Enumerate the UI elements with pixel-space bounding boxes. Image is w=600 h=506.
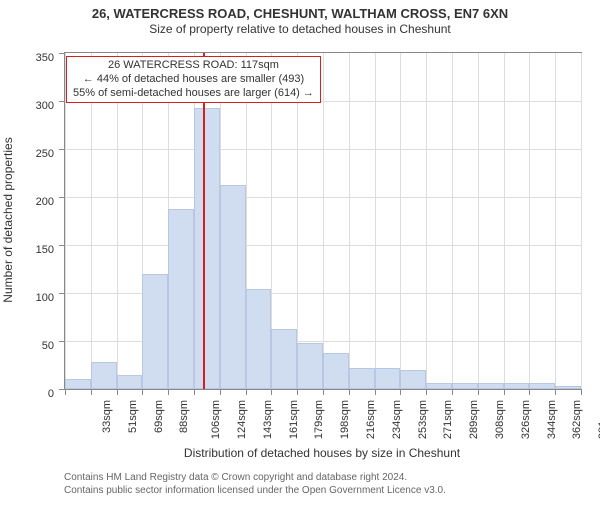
gridline-v	[117, 53, 118, 389]
xtick-mark	[529, 389, 530, 395]
histogram-bar	[555, 386, 581, 389]
gridline-v	[529, 53, 530, 389]
xtick-mark	[65, 389, 66, 395]
gridline-v	[297, 53, 298, 389]
histogram-bar	[91, 362, 117, 389]
annotation-line: 26 WATERCRESS ROAD: 117sqm	[73, 59, 314, 73]
xtick-mark	[452, 389, 453, 395]
histogram-bar	[117, 375, 143, 389]
xtick-mark	[400, 389, 401, 395]
gridline-v	[452, 53, 453, 389]
gridline-v	[478, 53, 479, 389]
histogram-bar	[504, 383, 530, 389]
annotation-line: ← 44% of detached houses are smaller (49…	[73, 73, 314, 87]
xtick-mark	[581, 389, 582, 395]
xtick-label: 143sqm	[262, 400, 274, 439]
xtick-mark	[323, 389, 324, 395]
xtick-mark	[478, 389, 479, 395]
gridline-v	[400, 53, 401, 389]
xtick-label: 33sqm	[101, 400, 113, 433]
xtick-label: 69sqm	[153, 400, 165, 433]
gridline-v	[65, 53, 66, 389]
x-axis-label: Distribution of detached houses by size …	[64, 446, 580, 460]
xtick-label: 253sqm	[417, 400, 429, 439]
xtick-label: 234sqm	[391, 400, 403, 439]
xtick-mark	[297, 389, 298, 395]
annotation-line: 55% of semi-detached houses are larger (…	[73, 87, 314, 101]
annotation-box: 26 WATERCRESS ROAD: 117sqm← 44% of detac…	[66, 56, 321, 103]
xtick-mark	[426, 389, 427, 395]
xtick-mark	[555, 389, 556, 395]
xtick-mark	[168, 389, 169, 395]
xtick-mark	[504, 389, 505, 395]
xtick-mark	[194, 389, 195, 395]
gridline-v	[555, 53, 556, 389]
gridline-v	[323, 53, 324, 389]
histogram-bar	[297, 343, 323, 389]
footer-attribution: Contains HM Land Registry data © Crown c…	[64, 472, 446, 497]
gridline-v	[426, 53, 427, 389]
histogram-bar	[246, 289, 272, 389]
page-subtitle: Size of property relative to detached ho…	[0, 22, 600, 36]
histogram-bar	[168, 209, 194, 389]
xtick-mark	[246, 389, 247, 395]
histogram-bar	[220, 185, 246, 389]
xtick-label: 161sqm	[288, 400, 300, 439]
gridline-v	[581, 53, 582, 389]
xtick-mark	[117, 389, 118, 395]
xtick-mark	[349, 389, 350, 395]
histogram-bar	[478, 383, 504, 389]
xtick-label: 308sqm	[494, 400, 506, 439]
footer-line-1: Contains HM Land Registry data © Crown c…	[64, 472, 446, 485]
xtick-label: 198sqm	[339, 400, 351, 439]
histogram-bar	[426, 383, 452, 389]
xtick-label: 179sqm	[314, 400, 326, 439]
xtick-mark	[142, 389, 143, 395]
reference-line	[203, 53, 205, 389]
xtick-mark	[375, 389, 376, 395]
y-axis-label: Number of detached properties	[1, 137, 15, 302]
xtick-mark	[271, 389, 272, 395]
xtick-label: 106sqm	[210, 400, 222, 439]
histogram-bar	[529, 383, 555, 389]
histogram-bar	[349, 368, 375, 389]
gridline-v	[349, 53, 350, 389]
histogram-bar	[452, 383, 478, 389]
histogram-bar	[194, 108, 220, 389]
xtick-label: 289sqm	[468, 400, 480, 439]
xtick-label: 51sqm	[127, 400, 139, 433]
histogram-bar	[142, 274, 168, 389]
histogram-bar	[65, 379, 91, 389]
histogram-bar	[323, 353, 349, 389]
gridline-v	[504, 53, 505, 389]
histogram-bar	[271, 329, 297, 389]
page-title: 26, WATERCRESS ROAD, CHESHUNT, WALTHAM C…	[0, 6, 600, 22]
gridline-v	[91, 53, 92, 389]
xtick-label: 362sqm	[572, 400, 584, 439]
xtick-label: 216sqm	[365, 400, 377, 439]
xtick-mark	[220, 389, 221, 395]
gridline-v	[375, 53, 376, 389]
xtick-mark	[91, 389, 92, 395]
histogram-bar	[375, 368, 401, 389]
histogram-bar	[400, 370, 426, 389]
xtick-label: 344sqm	[546, 400, 558, 439]
xtick-label: 124sqm	[236, 400, 248, 439]
xtick-label: 271sqm	[443, 400, 455, 439]
xtick-label: 326sqm	[520, 400, 532, 439]
footer-line-2: Contains public sector information licen…	[64, 485, 446, 498]
xtick-label: 88sqm	[178, 400, 190, 433]
